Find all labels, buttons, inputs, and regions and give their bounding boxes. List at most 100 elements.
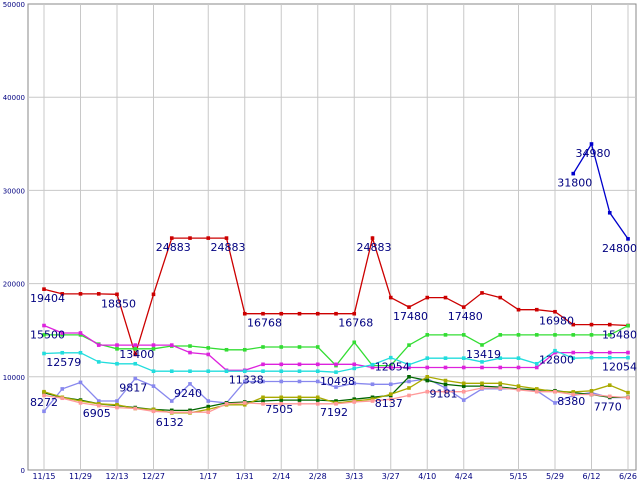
data-point — [297, 362, 302, 367]
data-point — [334, 402, 338, 406]
data-point — [388, 365, 393, 370]
data-point — [188, 236, 192, 240]
data-point — [78, 333, 83, 337]
data-point — [60, 331, 65, 335]
data-point — [261, 369, 265, 374]
data-label: 12054 — [375, 361, 410, 374]
data-point — [115, 343, 119, 347]
x-tick-label: 11/29 — [69, 472, 92, 480]
data-point — [626, 395, 630, 400]
data-point — [571, 356, 576, 360]
data-point — [553, 309, 557, 314]
data-point — [534, 389, 539, 394]
data-label: 16980 — [539, 315, 574, 328]
data-point — [498, 365, 503, 370]
x-tick-label: 5/15 — [510, 472, 528, 480]
data-point — [315, 402, 320, 406]
x-tick-label: 6/12 — [583, 472, 601, 480]
data-label: 18850 — [101, 297, 136, 310]
data-point — [133, 343, 138, 347]
axis-labels: 0 10000 20000 30000 40000 50000 11/15 11/29 12/1… — [3, 1, 637, 481]
data-point — [188, 344, 192, 348]
data-label: 13419 — [466, 348, 501, 361]
data-label: 9817 — [119, 382, 147, 395]
series-group — [42, 142, 630, 415]
data-point — [151, 384, 156, 388]
data-point — [315, 379, 320, 384]
data-label: 34980 — [576, 147, 611, 160]
data-point — [352, 381, 357, 386]
data-point — [242, 379, 247, 384]
data-point — [279, 311, 284, 316]
data-point — [297, 345, 302, 349]
data-point — [115, 399, 119, 403]
data-point — [151, 292, 156, 297]
data-point — [443, 333, 448, 337]
data-point — [224, 236, 229, 240]
data-point — [242, 401, 247, 405]
data-point — [407, 305, 411, 309]
data-point — [206, 404, 211, 409]
data-point — [425, 389, 430, 394]
data-point — [206, 407, 211, 412]
data-point — [261, 311, 265, 316]
data-point — [334, 370, 338, 374]
y-tick-label: 0 — [21, 467, 25, 475]
data-point — [188, 382, 192, 386]
data-point — [96, 402, 101, 406]
data-point — [279, 362, 284, 367]
y-tick-label: 40000 — [3, 94, 25, 102]
data-label: 24883 — [211, 241, 246, 254]
data-point — [498, 381, 503, 386]
data-point — [261, 402, 265, 406]
data-point — [571, 171, 576, 176]
data-point — [534, 307, 539, 312]
data-point — [480, 381, 484, 386]
data-label: 31800 — [557, 177, 592, 190]
data-point — [242, 369, 247, 374]
data-point — [407, 375, 411, 379]
data-point — [42, 323, 46, 328]
data-point — [480, 365, 484, 370]
data-point — [480, 360, 484, 364]
data-point — [534, 361, 539, 366]
data-label: 15480 — [602, 329, 637, 342]
data-point — [206, 399, 211, 403]
data-point — [133, 352, 138, 357]
data-label: 7770 — [594, 401, 622, 414]
x-tick-label: 1/17 — [199, 472, 217, 480]
data-point — [151, 369, 156, 374]
data-point — [42, 333, 46, 337]
data-point — [425, 356, 430, 360]
data-point — [42, 351, 46, 356]
data-label: 17480 — [393, 310, 428, 323]
data-point — [461, 333, 466, 337]
data-point — [224, 347, 229, 352]
data-point — [388, 363, 393, 368]
data-point — [42, 389, 46, 394]
data-point — [370, 382, 375, 387]
data-label: 7505 — [265, 403, 293, 416]
data-point — [589, 392, 594, 397]
data-point — [407, 343, 411, 347]
data-point — [115, 347, 119, 351]
data-point — [60, 292, 65, 296]
series-line-2 — [572, 142, 629, 240]
data-point — [133, 376, 138, 381]
x-tick-label: 4/10 — [418, 472, 436, 480]
data-point — [388, 295, 393, 300]
data-point — [498, 333, 503, 337]
data-point — [571, 392, 576, 397]
data-label: 10498 — [320, 375, 355, 388]
data-point — [315, 398, 320, 402]
data-point — [279, 398, 284, 402]
data-point — [96, 399, 101, 403]
data-point — [297, 369, 302, 374]
data-point — [206, 352, 211, 357]
data-point — [589, 350, 594, 355]
data-point — [461, 381, 466, 386]
data-point — [188, 369, 192, 374]
data-point — [571, 322, 576, 327]
data-point — [334, 362, 338, 367]
data-point — [626, 355, 630, 360]
